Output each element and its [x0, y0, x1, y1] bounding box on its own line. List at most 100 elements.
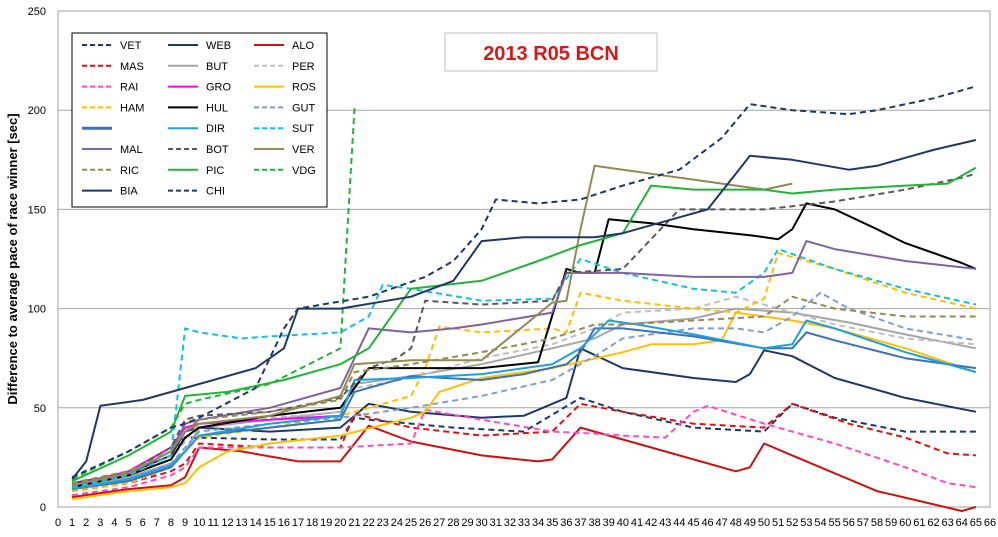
- series-line: [71, 414, 341, 487]
- x-tick-label: 31: [490, 517, 502, 529]
- x-tick-label: 40: [617, 517, 629, 529]
- y-tick-label: 250: [28, 6, 46, 18]
- title-frame: [444, 32, 658, 72]
- x-tick-label: 13: [235, 517, 247, 529]
- series-line: [71, 295, 976, 487]
- x-tick-label: 26: [419, 517, 431, 529]
- x-tick-label: 43: [659, 517, 671, 529]
- y-tick-label: 50: [34, 403, 46, 415]
- x-tick-label: 33: [518, 517, 530, 529]
- legend-label: MAS: [120, 61, 144, 73]
- series-line: [71, 139, 977, 480]
- x-tick-label: 24: [391, 517, 403, 529]
- x-tick-label: 7: [154, 517, 160, 529]
- y-tick-label: 0: [40, 502, 46, 514]
- legend-label: DIR: [206, 123, 225, 135]
- x-tick-label: 1: [69, 517, 75, 529]
- legend-label: VDG: [292, 165, 316, 177]
- series-line: [71, 319, 977, 491]
- series-line: [71, 404, 977, 497]
- legend-label: SUT: [292, 123, 314, 135]
- x-tick-label: 64: [956, 517, 968, 529]
- x-tick-label: 12: [221, 517, 233, 529]
- legend-label: ALO: [292, 40, 314, 52]
- x-tick-label: 39: [603, 517, 615, 529]
- x-tick-label: 44: [673, 517, 685, 529]
- x-tick-label: 45: [687, 517, 699, 529]
- x-tick-label: 32: [504, 517, 516, 529]
- x-tick-label: 65: [970, 517, 982, 529]
- x-tick-label: 59: [885, 517, 897, 529]
- x-tick-label: 8: [168, 517, 174, 529]
- x-tick-label: 20: [334, 517, 346, 529]
- legend-label: RAI: [120, 82, 138, 94]
- legend-label: BOT: [206, 144, 229, 156]
- legend-label: PER: [292, 61, 315, 73]
- x-tick-label: 61: [913, 517, 925, 529]
- x-tick-label: 19: [320, 517, 332, 529]
- x-tick-label: 50: [758, 517, 770, 529]
- x-tick-label: 5: [126, 517, 132, 529]
- legend-label: WEB: [206, 40, 231, 52]
- x-tick-label: 57: [857, 517, 869, 529]
- x-tick-label: 41: [631, 517, 643, 529]
- series-line: [71, 85, 977, 479]
- legend-label: PIC: [206, 165, 224, 177]
- legend-label: HAM: [120, 102, 144, 114]
- y-tick-label: 100: [28, 304, 46, 316]
- x-tick-label: 60: [899, 517, 911, 529]
- x-tick-label: 11: [208, 517, 219, 529]
- x-tick-label: 36: [560, 517, 572, 529]
- x-tick-label: 34: [532, 517, 544, 529]
- x-tick-label: 22: [363, 517, 375, 529]
- y-axis-label: Difference to average pace of race winne…: [5, 113, 20, 404]
- legend-label: BUT: [206, 61, 228, 73]
- legend-label: VER: [292, 144, 315, 156]
- x-tick-label: 2: [83, 517, 89, 529]
- x-tick-label: 14: [250, 517, 262, 529]
- x-tick-label: 21: [348, 517, 360, 529]
- series-line: [71, 347, 977, 485]
- x-tick-label: 30: [476, 517, 488, 529]
- x-tick-label: 56: [843, 517, 855, 529]
- series-line: [71, 164, 793, 487]
- x-tick-label: 46: [701, 517, 713, 529]
- x-tick-label: 17: [292, 517, 304, 529]
- legend-label: BIA: [120, 186, 138, 198]
- x-tick-label: 54: [814, 517, 826, 529]
- x-tick-label: 52: [786, 517, 798, 529]
- x-tick-label: 25: [405, 517, 417, 529]
- legend-label: CHI: [206, 186, 225, 198]
- legend-label: HUL: [206, 102, 228, 114]
- series-line: [71, 402, 976, 493]
- x-tick-label: 0: [55, 517, 61, 529]
- x-tick-label: 9: [182, 517, 188, 529]
- x-tick-label: 53: [800, 517, 812, 529]
- y-tick-label: 150: [28, 204, 46, 216]
- legend-label: GUT: [292, 102, 316, 114]
- legend-label: MAL: [120, 144, 143, 156]
- series-line: [71, 166, 977, 483]
- x-tick-label: 18: [306, 517, 318, 529]
- x-tick-label: 38: [588, 517, 600, 529]
- x-tick-label: 55: [829, 517, 841, 529]
- x-tick-label: 15: [264, 517, 276, 529]
- y-tick-label: 200: [28, 105, 46, 117]
- x-tick-label: 16: [278, 517, 290, 529]
- x-tick-label: 6: [140, 517, 146, 529]
- x-tick-label: 47: [716, 517, 728, 529]
- x-tick-label: 63: [942, 517, 954, 529]
- legend-label: GRO: [206, 82, 232, 94]
- x-tick-label: 51: [772, 517, 784, 529]
- x-tick-label: 62: [927, 517, 939, 529]
- x-tick-label: 58: [871, 517, 883, 529]
- x-tick-label: 27: [433, 517, 445, 529]
- series-lines: [71, 85, 977, 512]
- legend: VET WEB ALO MAS BUT PER RAI GRO ROS HAM HUL GUT DIR S…: [71, 32, 328, 208]
- series-line: [71, 295, 976, 485]
- series-line: [71, 311, 977, 501]
- x-tick-label: 3: [97, 517, 103, 529]
- chart-title: 2013 R05 BCN: [483, 43, 619, 65]
- legend-frame: [71, 32, 328, 208]
